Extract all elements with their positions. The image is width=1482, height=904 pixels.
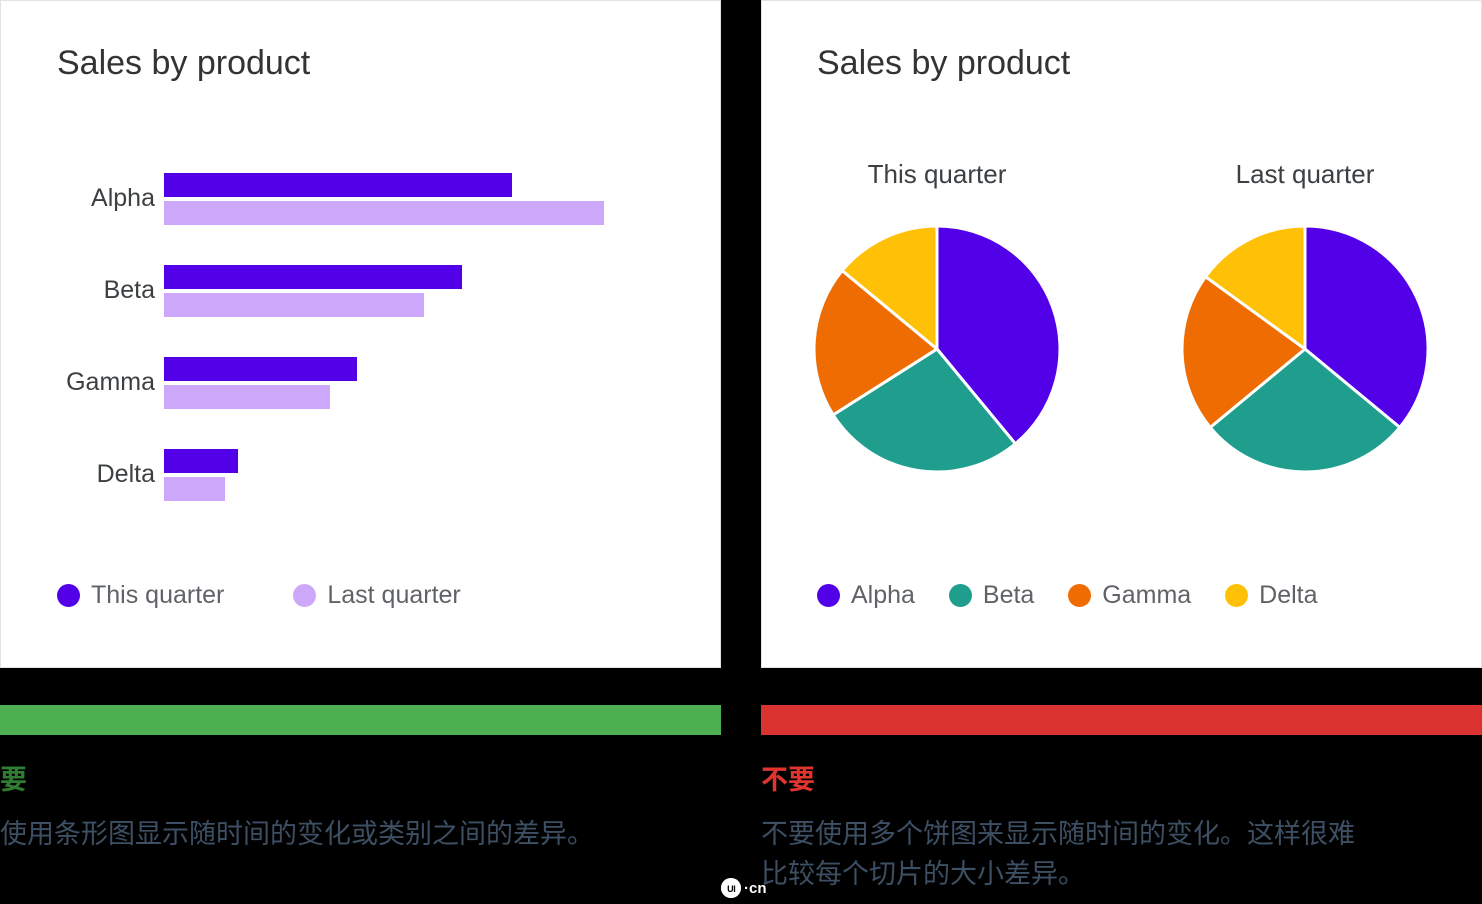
svg-text:UI: UI bbox=[727, 884, 735, 894]
